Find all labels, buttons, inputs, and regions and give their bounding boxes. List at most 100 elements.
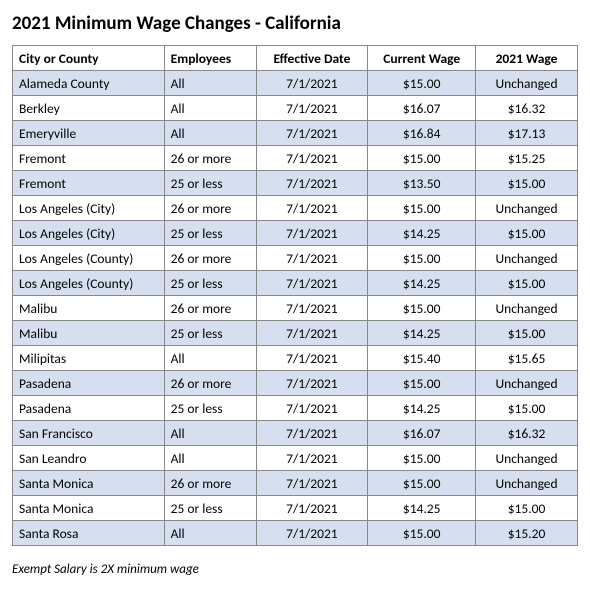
table-cell: Unchanged	[476, 196, 578, 221]
table-cell: $15.00	[368, 371, 476, 396]
table-cell: 7/1/2021	[256, 471, 368, 496]
table-cell: $15.00	[368, 521, 476, 546]
table-cell: All	[164, 421, 256, 446]
table-cell: Unchanged	[476, 296, 578, 321]
table-cell: 26 or more	[164, 471, 256, 496]
table-row: Fremont25 or less7/1/2021$13.50$15.00	[13, 171, 578, 196]
table-cell: $17.13	[476, 121, 578, 146]
table-cell: Berkley	[13, 96, 165, 121]
table-cell: Milipitas	[13, 346, 165, 371]
table-cell: All	[164, 121, 256, 146]
table-cell: Unchanged	[476, 471, 578, 496]
table-cell: 26 or more	[164, 196, 256, 221]
table-body: Alameda CountyAll7/1/2021$15.00Unchanged…	[13, 71, 578, 546]
table-row: Malibu26 or more7/1/2021$15.00Unchanged	[13, 296, 578, 321]
col-header-employees: Employees	[164, 46, 256, 71]
table-cell: 7/1/2021	[256, 71, 368, 96]
table-cell: $16.32	[476, 96, 578, 121]
table-cell: Alameda County	[13, 71, 165, 96]
table-cell: All	[164, 446, 256, 471]
table-row: Alameda CountyAll7/1/2021$15.00Unchanged	[13, 71, 578, 96]
table-row: Santa Monica25 or less7/1/2021$14.25$15.…	[13, 496, 578, 521]
table-cell: Los Angeles (County)	[13, 246, 165, 271]
wage-table: City or County Employees Effective Date …	[12, 45, 578, 546]
table-row: MilipitasAll7/1/2021$15.40$15.65	[13, 346, 578, 371]
table-cell: $15.00	[368, 71, 476, 96]
table-row: Fremont26 or more7/1/2021$15.00$15.25	[13, 146, 578, 171]
table-cell: 7/1/2021	[256, 96, 368, 121]
table-cell: 7/1/2021	[256, 496, 368, 521]
table-cell: $16.84	[368, 121, 476, 146]
table-cell: $13.50	[368, 171, 476, 196]
table-cell: 26 or more	[164, 146, 256, 171]
table-cell: Pasadena	[13, 396, 165, 421]
table-cell: $15.40	[368, 346, 476, 371]
table-cell: 7/1/2021	[256, 121, 368, 146]
table-cell: $15.00	[476, 396, 578, 421]
table-cell: San Leandro	[13, 446, 165, 471]
table-row: BerkleyAll7/1/2021$16.07$16.32	[13, 96, 578, 121]
table-cell: Unchanged	[476, 446, 578, 471]
table-cell: $16.32	[476, 421, 578, 446]
table-cell: Santa Monica	[13, 471, 165, 496]
table-cell: Emeryville	[13, 121, 165, 146]
table-cell: Unchanged	[476, 246, 578, 271]
table-cell: $15.00	[368, 471, 476, 496]
table-cell: Unchanged	[476, 371, 578, 396]
table-cell: 25 or less	[164, 496, 256, 521]
table-cell: $15.00	[368, 246, 476, 271]
table-cell: All	[164, 346, 256, 371]
table-row: Santa Monica26 or more7/1/2021$15.00Unch…	[13, 471, 578, 496]
table-cell: 25 or less	[164, 221, 256, 246]
col-header-date: Effective Date	[256, 46, 368, 71]
table-cell: Los Angeles (City)	[13, 196, 165, 221]
table-cell: $15.65	[476, 346, 578, 371]
table-cell: $15.00	[368, 146, 476, 171]
table-cell: $15.00	[368, 446, 476, 471]
table-row: Malibu25 or less7/1/2021$14.25$15.00	[13, 321, 578, 346]
table-cell: 25 or less	[164, 171, 256, 196]
table-header-row: City or County Employees Effective Date …	[13, 46, 578, 71]
table-cell: $15.00	[476, 496, 578, 521]
table-cell: 26 or more	[164, 246, 256, 271]
table-row: Los Angeles (County)25 or less7/1/2021$1…	[13, 271, 578, 296]
table-cell: 7/1/2021	[256, 171, 368, 196]
table-cell: All	[164, 71, 256, 96]
table-row: San FranciscoAll7/1/2021$16.07$16.32	[13, 421, 578, 446]
table-cell: 7/1/2021	[256, 196, 368, 221]
col-header-city: City or County	[13, 46, 165, 71]
table-cell: 7/1/2021	[256, 296, 368, 321]
table-row: San LeandroAll7/1/2021$15.00Unchanged	[13, 446, 578, 471]
footnote: Exempt Salary is 2X minimum wage	[12, 562, 578, 577]
table-cell: Santa Rosa	[13, 521, 165, 546]
table-cell: Pasadena	[13, 371, 165, 396]
table-row: Pasadena26 or more7/1/2021$15.00Unchange…	[13, 371, 578, 396]
table-cell: 7/1/2021	[256, 371, 368, 396]
table-cell: $14.25	[368, 271, 476, 296]
table-row: Los Angeles (City)26 or more7/1/2021$15.…	[13, 196, 578, 221]
table-cell: 25 or less	[164, 396, 256, 421]
table-cell: Los Angeles (City)	[13, 221, 165, 246]
table-cell: Unchanged	[476, 71, 578, 96]
table-cell: $14.25	[368, 396, 476, 421]
page-title: 2021 Minimum Wage Changes - California	[12, 12, 578, 35]
table-cell: 7/1/2021	[256, 346, 368, 371]
table-cell: 7/1/2021	[256, 246, 368, 271]
table-cell: $14.25	[368, 321, 476, 346]
table-cell: 7/1/2021	[256, 521, 368, 546]
table-cell: 7/1/2021	[256, 146, 368, 171]
table-cell: $15.00	[476, 221, 578, 246]
table-cell: $15.00	[368, 296, 476, 321]
table-cell: $14.25	[368, 221, 476, 246]
table-cell: 7/1/2021	[256, 421, 368, 446]
table-cell: $15.00	[476, 171, 578, 196]
table-cell: $16.07	[368, 96, 476, 121]
table-cell: $14.25	[368, 496, 476, 521]
table-cell: $15.20	[476, 521, 578, 546]
table-cell: $15.25	[476, 146, 578, 171]
table-cell: Santa Monica	[13, 496, 165, 521]
table-cell: Fremont	[13, 171, 165, 196]
table-cell: All	[164, 521, 256, 546]
table-cell: San Francisco	[13, 421, 165, 446]
col-header-2021-wage: 2021 Wage	[476, 46, 578, 71]
